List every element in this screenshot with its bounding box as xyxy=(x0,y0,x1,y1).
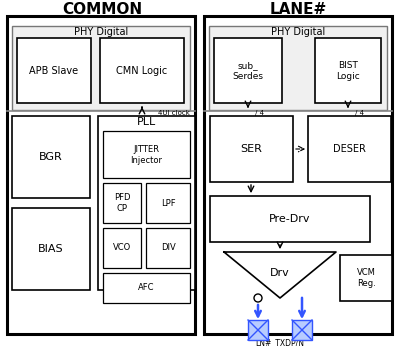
Text: JITTER
Injector: JITTER Injector xyxy=(130,145,162,165)
Bar xyxy=(292,320,312,340)
Text: COMMON: COMMON xyxy=(62,2,142,18)
Bar xyxy=(98,116,195,290)
Text: PHY Digital: PHY Digital xyxy=(271,27,325,37)
Text: sub_
Serdes: sub_ Serdes xyxy=(233,61,263,81)
Bar xyxy=(17,38,91,103)
Text: LPF: LPF xyxy=(161,199,175,208)
Text: PLL: PLL xyxy=(137,117,157,127)
Bar xyxy=(248,320,268,340)
Bar xyxy=(103,183,141,223)
Bar xyxy=(204,16,392,334)
Text: AFC: AFC xyxy=(138,283,154,292)
Text: SER: SER xyxy=(240,144,262,154)
Bar xyxy=(103,131,190,178)
Text: APB Slave: APB Slave xyxy=(30,66,79,76)
Bar xyxy=(308,116,391,182)
Bar xyxy=(7,16,195,334)
Text: DESER: DESER xyxy=(332,144,365,154)
Bar xyxy=(214,38,282,103)
Bar xyxy=(210,196,370,242)
Bar xyxy=(210,116,293,182)
Bar xyxy=(103,228,141,268)
Bar xyxy=(103,273,190,303)
Text: 4UI clock: 4UI clock xyxy=(158,110,190,116)
Text: CMN Logic: CMN Logic xyxy=(117,66,168,76)
Text: VCM
Reg.: VCM Reg. xyxy=(357,268,375,288)
Bar xyxy=(146,228,190,268)
Bar xyxy=(12,116,90,198)
Text: VCO: VCO xyxy=(113,244,131,253)
Text: Drv: Drv xyxy=(270,268,290,278)
Text: / 4: / 4 xyxy=(255,110,264,116)
Text: LN#_TXDP/N: LN#_TXDP/N xyxy=(255,338,304,346)
Text: LANE#: LANE# xyxy=(269,2,327,18)
Bar xyxy=(12,26,190,110)
Bar xyxy=(12,208,90,290)
Circle shape xyxy=(254,294,262,302)
Bar xyxy=(315,38,381,103)
Text: PFD
CP: PFD CP xyxy=(114,193,130,213)
Text: BGR: BGR xyxy=(39,152,63,162)
Text: / 4: / 4 xyxy=(355,110,364,116)
Bar xyxy=(146,183,190,223)
Text: BIAS: BIAS xyxy=(38,244,64,254)
Bar xyxy=(340,255,392,301)
Text: PHY Digital: PHY Digital xyxy=(74,27,128,37)
Text: Pre-Drv: Pre-Drv xyxy=(269,214,311,224)
Text: BIST
Logic: BIST Logic xyxy=(336,61,360,81)
Bar xyxy=(209,26,387,110)
Bar xyxy=(100,38,184,103)
Text: DIV: DIV xyxy=(161,244,176,253)
